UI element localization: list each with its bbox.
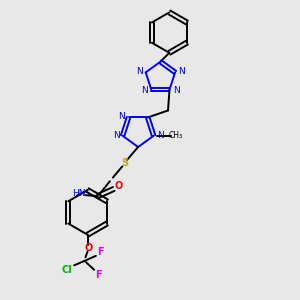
Text: F: F: [97, 247, 104, 257]
Text: N: N: [141, 86, 148, 95]
Text: N: N: [157, 131, 164, 140]
Text: S: S: [121, 158, 128, 168]
Text: N: N: [178, 67, 185, 76]
Text: N: N: [136, 67, 142, 76]
Text: CH₃: CH₃: [169, 130, 183, 140]
Text: N: N: [118, 112, 125, 121]
Text: F: F: [95, 270, 102, 280]
Text: O: O: [84, 243, 93, 253]
Text: HN: HN: [73, 190, 86, 199]
Text: O: O: [114, 181, 123, 191]
Text: N: N: [113, 131, 119, 140]
Text: N: N: [173, 86, 179, 95]
Text: Cl: Cl: [61, 265, 72, 275]
